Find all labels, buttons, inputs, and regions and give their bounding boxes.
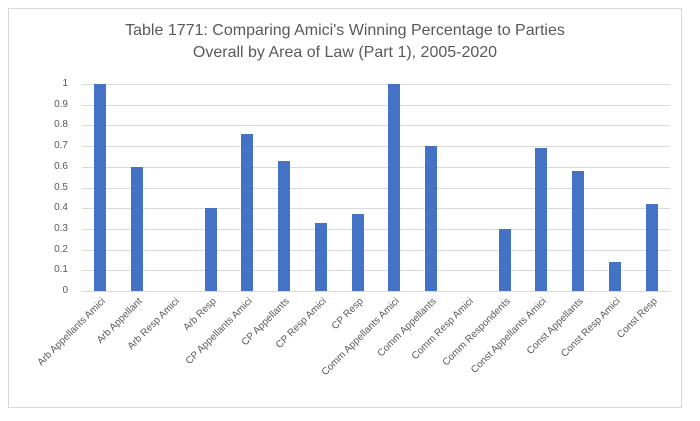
bar-const-resp bbox=[645, 204, 658, 291]
gridline bbox=[82, 187, 670, 189]
x-axis-tick-labels: Arb Appellants Amici Arb Appellant Arb Res… bbox=[36, 296, 670, 406]
bar-comm-respondents bbox=[498, 228, 511, 291]
bar-const-appellants-amici bbox=[535, 148, 548, 291]
bar-comm-appellants-amici bbox=[388, 84, 401, 291]
y-tick-label: 0.8 bbox=[54, 119, 68, 131]
y-tick-label: 0.6 bbox=[54, 160, 68, 172]
gridline bbox=[82, 208, 670, 210]
gridline bbox=[82, 125, 670, 127]
y-tick-label: 0.7 bbox=[54, 140, 68, 152]
gridline bbox=[82, 270, 670, 272]
bar-arb-resp bbox=[204, 208, 217, 291]
bar-cp-resp bbox=[351, 214, 364, 291]
plot-area bbox=[82, 84, 670, 292]
gridline bbox=[82, 104, 670, 106]
y-tick-label: 0 bbox=[62, 285, 68, 296]
y-tick-label: 0.9 bbox=[54, 98, 68, 110]
chart-frame: Table 1771: Comparing Amici's Winning Pe… bbox=[8, 8, 682, 408]
y-tick-label: 1 bbox=[62, 78, 68, 89]
bar-arb-appellants-amici bbox=[94, 84, 107, 291]
chart-title: Table 1771: Comparing Amici's Winning Pe… bbox=[9, 20, 681, 64]
bar-const-appellants bbox=[572, 170, 585, 291]
y-tick-label: 0.4 bbox=[54, 202, 68, 214]
y-tick-label: 0.2 bbox=[54, 243, 68, 255]
y-axis-tick-labels: 0 0.1 0.2 0.3 0.4 0.5 0.6 0.7 0.8 0.9 1 bbox=[30, 78, 68, 296]
gridline bbox=[82, 291, 670, 292]
bar-const-resp-amici bbox=[608, 262, 621, 291]
chart-title-line2: Overall by Area of Law (Part 1), 2005-20… bbox=[192, 44, 498, 61]
gridline bbox=[82, 228, 670, 230]
bar-cp-appellants-amici bbox=[241, 133, 254, 291]
gridline bbox=[82, 166, 670, 168]
y-tick-label: 0.5 bbox=[54, 181, 68, 193]
gridline bbox=[82, 84, 670, 85]
gridline bbox=[82, 249, 670, 251]
y-tick-label: 0.3 bbox=[54, 222, 68, 234]
bar-arb-appellant bbox=[131, 166, 144, 291]
bar-comm-appellants bbox=[425, 146, 438, 291]
bar-cp-resp-amici bbox=[314, 222, 327, 291]
y-tick-label: 0.1 bbox=[54, 264, 68, 276]
gridline bbox=[82, 146, 670, 148]
chart-title-line1: Table 1771: Comparing Amici's Winning Pe… bbox=[125, 22, 565, 39]
bar-cp-appellants bbox=[278, 160, 291, 291]
